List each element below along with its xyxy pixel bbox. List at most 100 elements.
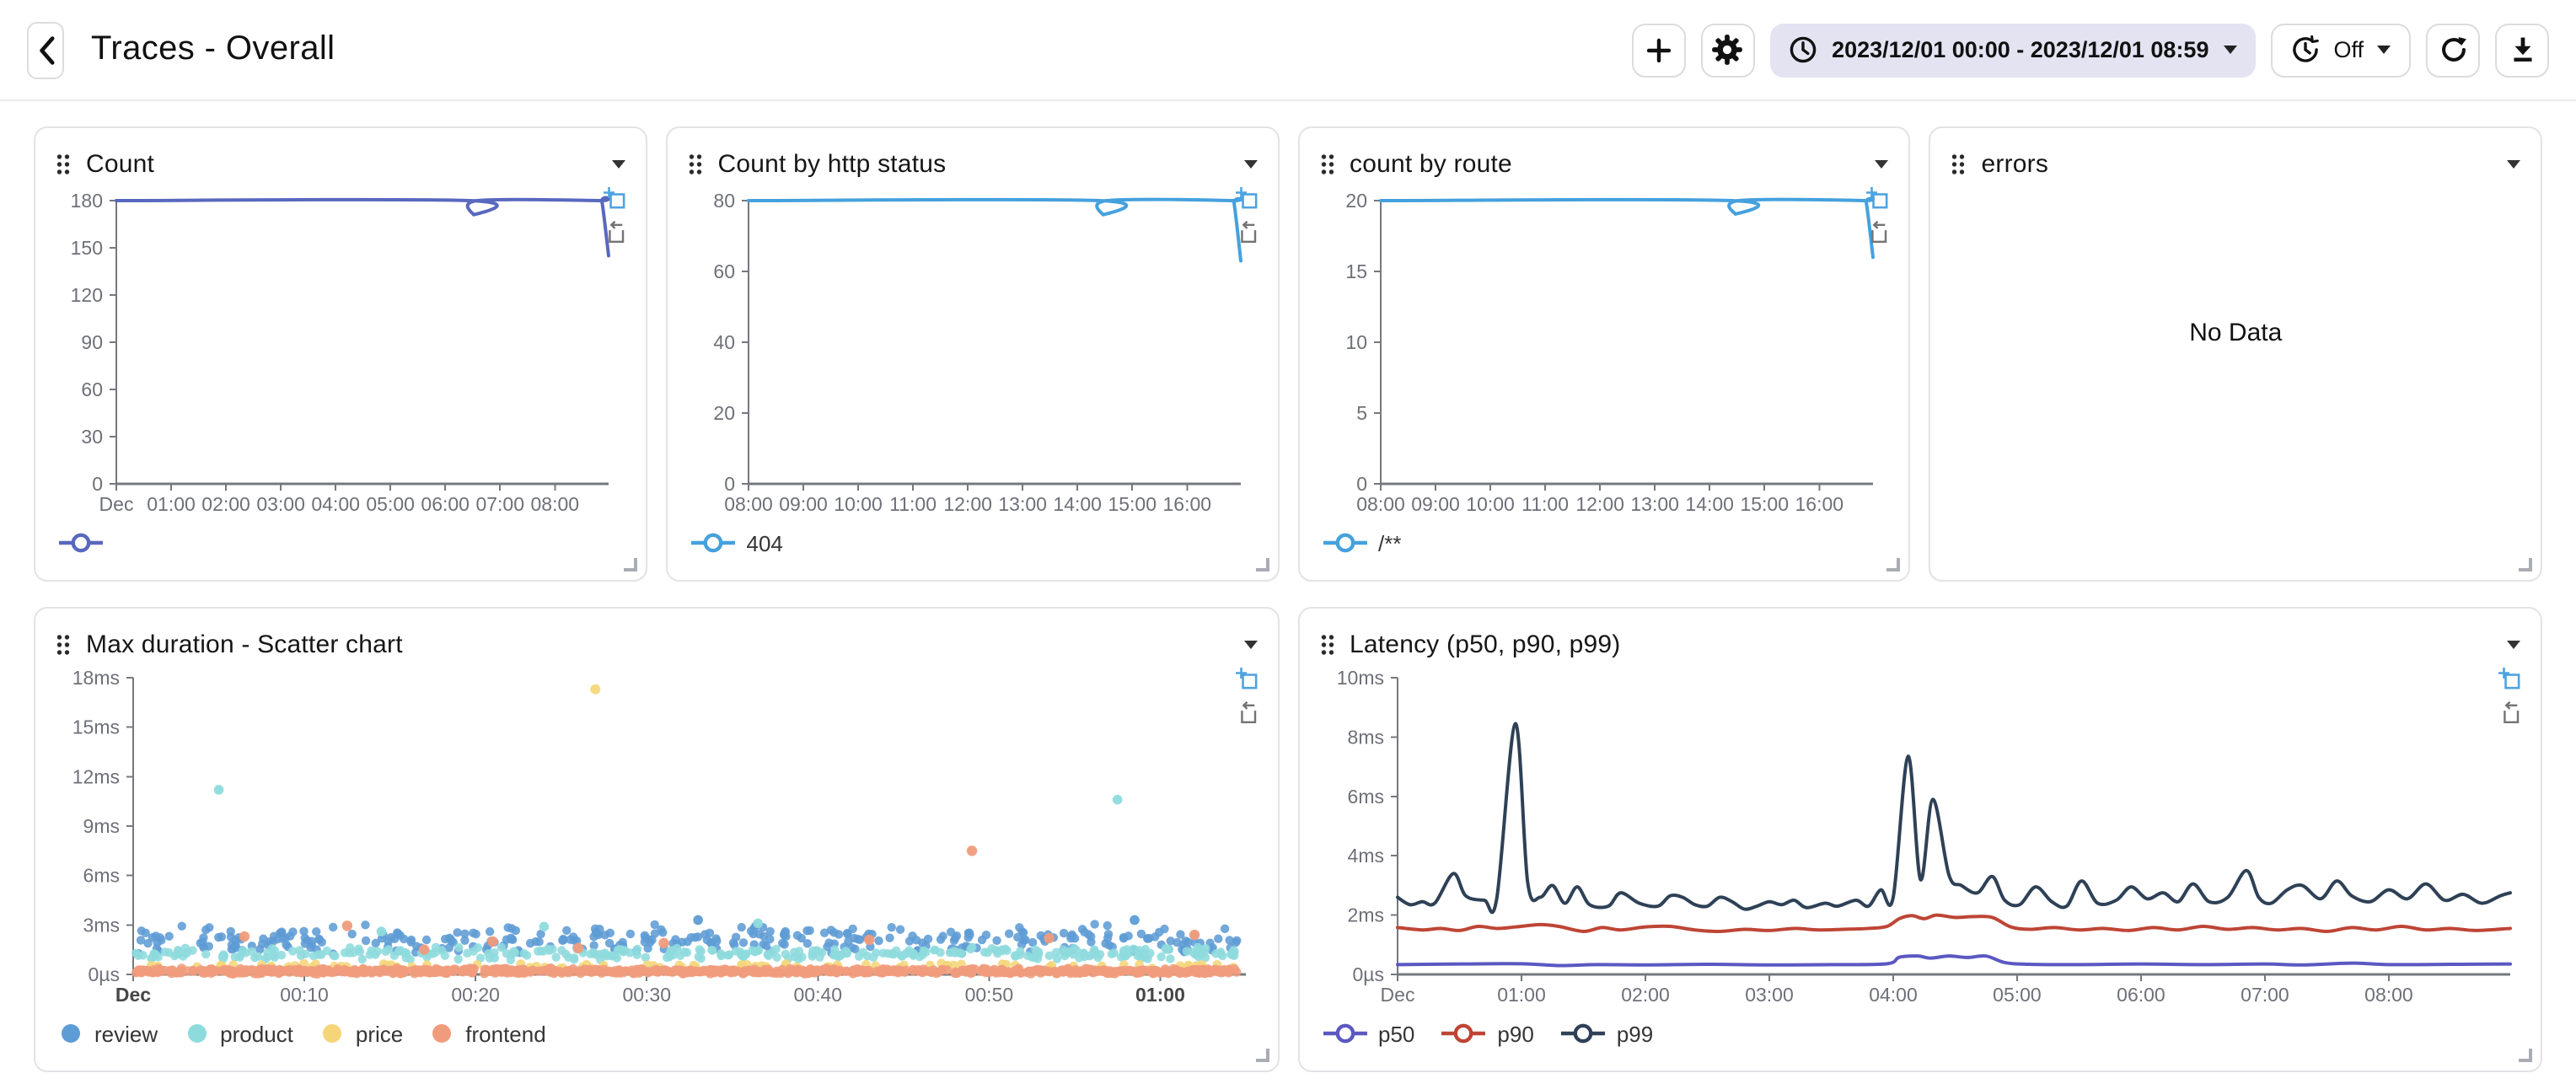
zoom-reset-icon[interactable] <box>1867 220 1889 244</box>
x-axis-label: 06:00 <box>2116 984 2165 1006</box>
toolbar: 2023/12/01 00:00 - 2023/12/01 08:59 Off <box>1631 23 2549 77</box>
panel-menu-caret[interactable] <box>1243 159 1257 168</box>
legend-line-icon <box>59 533 103 553</box>
legend-dot-icon <box>62 1024 80 1043</box>
legend-item-product[interactable]: product <box>185 1021 293 1046</box>
panel-title: Count by http status <box>717 149 947 178</box>
resize-handle[interactable] <box>1255 1049 1269 1062</box>
series-price <box>147 684 1238 974</box>
panel-menu-caret[interactable] <box>1243 640 1257 648</box>
legend-line-icon <box>690 533 735 553</box>
zoom-select-icon[interactable] <box>1866 187 1889 209</box>
drag-handle-icon[interactable] <box>56 633 71 655</box>
y-axis-label: 90 <box>81 331 103 353</box>
x-axis-label: 00:20 <box>451 984 500 1006</box>
resize-handle[interactable] <box>2519 558 2532 572</box>
zoom-reset-icon[interactable] <box>604 220 625 244</box>
y-axis-label: 6ms <box>83 865 120 887</box>
legend-item-series[interactable] <box>59 531 103 555</box>
zoom-select-icon[interactable] <box>2498 668 2520 690</box>
panel-header: Count by http status <box>688 143 1257 184</box>
panel-title: Count <box>86 149 155 178</box>
max-duration-scatter-chart[interactable]: 0µs 3ms 6ms 9ms 12ms 15ms 18ms Dec 00:10 00:20 00:… <box>56 664 1259 1012</box>
refresh-button[interactable] <box>2426 23 2480 77</box>
panel-menu-caret[interactable] <box>2507 159 2520 168</box>
plus-icon <box>1645 37 1671 62</box>
x-axis-label: 13:00 <box>1629 493 1678 515</box>
x-axis-label: 04:00 <box>311 493 360 515</box>
zoom-select-icon[interactable] <box>1235 668 1257 690</box>
panel-title: count by route <box>1350 149 1512 178</box>
refresh-icon <box>2441 37 2466 62</box>
panel-menu-caret[interactable] <box>1875 159 1889 168</box>
zoom-reset-icon[interactable] <box>2498 700 2520 724</box>
x-axis-label: 06:00 <box>421 493 470 515</box>
back-button[interactable] <box>27 21 64 78</box>
x-axis-label: 08:00 <box>530 493 579 515</box>
resize-handle[interactable] <box>1255 558 1269 572</box>
legend-item-review[interactable]: review <box>59 1021 158 1046</box>
resize-handle[interactable] <box>2519 1049 2532 1062</box>
legend-label: p99 <box>1616 1021 1654 1046</box>
y-axis-label: 15ms <box>72 716 120 738</box>
series-p90 <box>1395 913 2511 933</box>
legend-dot-icon <box>187 1024 207 1043</box>
panel-count: Count 0 30 60 90 120 150 180 Dec 01:00 02:00 03:00… <box>34 126 647 582</box>
x-axis-label: 07:00 <box>475 493 524 515</box>
zoom-reset-icon[interactable] <box>1235 700 1257 724</box>
legend-item-p99[interactable]: p99 <box>1560 1021 1654 1046</box>
resize-handle[interactable] <box>1886 558 1901 572</box>
y-axis-label: 20 <box>713 402 735 424</box>
legend-item-p90[interactable]: p90 <box>1441 1021 1534 1046</box>
legend-item-404[interactable]: 404 <box>690 530 783 555</box>
y-axis-label: 5 <box>1355 402 1366 424</box>
x-axis-label: 02:00 <box>201 493 250 515</box>
x-axis-label: 13:00 <box>998 493 1047 515</box>
panel-header: Latency (p50, p90, p99) <box>1319 624 2520 664</box>
x-axis-label: 15:00 <box>1739 493 1788 515</box>
latency-chart[interactable]: 0µs 2ms 4ms 6ms 8ms 10ms Dec 01:00 02:00 03:00 04:… <box>1319 664 2523 1012</box>
legend-item-p50[interactable]: p50 <box>1323 1021 1414 1046</box>
legend-label: p90 <box>1497 1021 1534 1046</box>
time-range-picker[interactable]: 2023/12/01 00:00 - 2023/12/01 08:59 <box>1769 23 2257 77</box>
route-chart[interactable]: 0 5 10 15 20 08:00 09:00 10:00 11:00 12:00 13:00 14… <box>1319 184 1889 521</box>
zoom-select-icon[interactable] <box>603 187 625 209</box>
drag-handle-icon[interactable] <box>1319 153 1334 174</box>
y-axis-label: 120 <box>71 284 103 306</box>
no-data-message: No Data <box>2189 319 2283 347</box>
add-panel-button[interactable] <box>1631 23 1686 77</box>
resize-handle[interactable] <box>623 558 637 572</box>
x-axis-label: Dec <box>1380 984 1414 1006</box>
legend-item-frontend[interactable]: frontend <box>430 1021 546 1046</box>
zoom-select-icon[interactable] <box>1235 187 1257 209</box>
y-axis-label: 180 <box>71 190 103 212</box>
drag-handle-icon[interactable] <box>56 153 71 174</box>
panel-header: errors <box>1951 143 2520 184</box>
x-axis-label: 07:00 <box>2240 984 2289 1006</box>
download-button[interactable] <box>2495 23 2549 77</box>
panel-title: Latency (p50, p90, p99) <box>1350 630 1621 658</box>
chart-toolbox <box>1235 668 1257 724</box>
legend-line-icon <box>1560 1023 1605 1044</box>
auto-refresh-select[interactable]: Off <box>2271 23 2411 77</box>
panel-menu-caret[interactable] <box>2507 640 2520 648</box>
http-status-chart[interactable]: 0 20 40 60 80 08:00 09:00 10:00 11:00 12:00 13:00 1… <box>688 184 1258 521</box>
clock-icon <box>1789 36 1816 63</box>
legend-label: product <box>220 1021 293 1046</box>
x-axis-label: Dec <box>115 984 151 1006</box>
settings-button[interactable] <box>1700 23 1755 77</box>
x-axis-label: 09:00 <box>779 493 828 515</box>
drag-handle-icon[interactable] <box>1951 153 1967 174</box>
panel-menu-caret[interactable] <box>611 159 625 168</box>
panel-latency: Latency (p50, p90, p99) 0µs 2ms 4ms 6ms 8ms 1… <box>1297 607 2542 1072</box>
legend-label: /** <box>1378 530 1402 555</box>
count-chart[interactable]: 0 30 60 90 120 150 180 Dec 01:00 02:00 03:00 04:00 0… <box>56 184 625 521</box>
drag-handle-icon[interactable] <box>1319 633 1334 655</box>
zoom-reset-icon[interactable] <box>1235 220 1257 244</box>
legend-item-price[interactable]: price <box>320 1021 403 1046</box>
chevron-down-icon <box>2224 46 2238 54</box>
drag-handle-icon[interactable] <box>688 153 703 174</box>
y-axis-label: 12ms <box>72 765 120 787</box>
legend-item-/**[interactable]: /** <box>1323 530 1401 555</box>
